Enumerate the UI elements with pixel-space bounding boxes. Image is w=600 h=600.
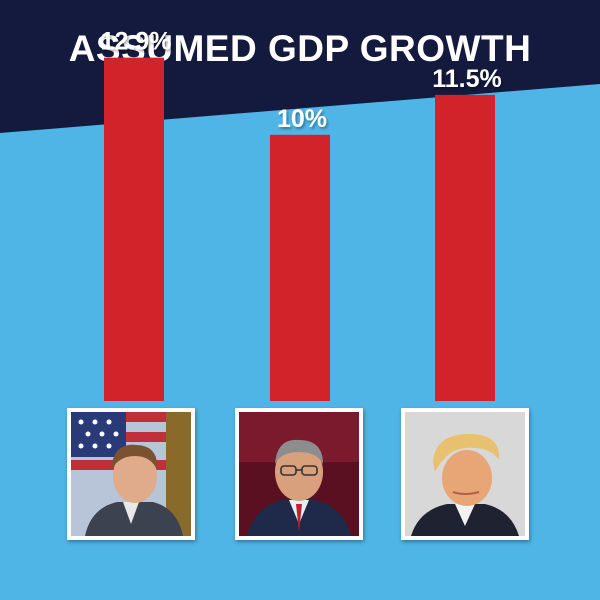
bars-group [104,57,495,401]
candidate-1-portrait-icon [71,412,191,536]
bar-1 [104,57,164,401]
bar-3-label: 11.5% [432,65,502,93]
candidate-2-portrait-icon [239,412,359,536]
bar-2 [270,134,330,401]
bar-1-label: 12.9% [101,28,172,56]
bar-2-label: 10% [277,105,327,133]
data-labels-group: 12.9% 10% 11.5% [101,28,502,133]
candidate-1-photo [67,408,195,540]
candidate-2-photo [235,408,363,540]
bar-3 [435,94,495,401]
candidate-3-portrait-icon [405,412,525,536]
candidate-3-photo [401,408,529,540]
